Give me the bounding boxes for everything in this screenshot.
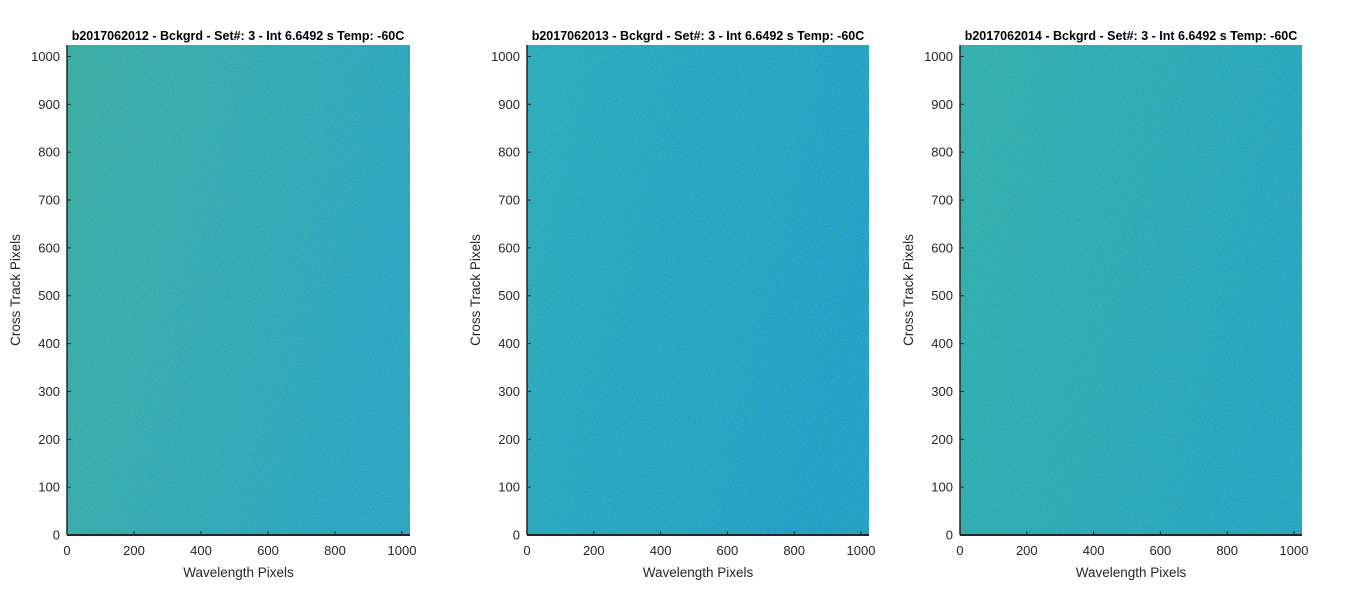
x-tick-label: 800 [1216,543,1238,558]
y-tick-label: 500 [498,288,520,303]
x-tick-label: 1000 [847,543,876,558]
x-tick-label: 800 [783,543,805,558]
y-tick-label: 700 [931,193,953,208]
heatmap-noise [527,45,869,535]
x-tick-label: 800 [324,543,346,558]
y-tick-label: 100 [498,480,520,495]
y-axis-label: Cross Track Pixels [8,234,23,346]
y-tick-label: 500 [38,288,60,303]
y-tick-label: 0 [946,528,953,543]
y-tick-label: 700 [498,193,520,208]
y-tick-label: 100 [931,480,953,495]
y-tick-label: 600 [498,240,520,255]
x-tick-label: 200 [583,543,605,558]
y-tick-label: 300 [931,384,953,399]
x-axis-label: Wavelength Pixels [643,565,754,580]
y-tick-label: 1000 [31,49,60,64]
x-tick-label: 1000 [388,543,417,558]
y-tick-label: 400 [931,336,953,351]
x-tick-label: 200 [123,543,145,558]
chart-title: b2017062014 - Bckgrd - Set#: 3 - Int 6.6… [965,29,1298,43]
y-tick-label: 1000 [491,49,520,64]
y-tick-label: 100 [38,480,60,495]
y-tick-label: 900 [38,97,60,112]
x-tick-label: 0 [63,543,70,558]
heatmap-panel-3: 0 200 400 600 800 1000 0 100 200 300 400 500 600 700 8… [901,29,1308,580]
y-tick-label: 300 [498,384,520,399]
x-tick-label: 400 [650,543,672,558]
y-tick-label: 600 [38,240,60,255]
y-tick-label: 200 [498,432,520,447]
y-tick-label: 900 [931,97,953,112]
y-tick-label: 0 [53,528,60,543]
x-tick-label: 0 [523,543,530,558]
heatmap-panel-2: 0 200 400 600 800 1000 0 100 200 300 400 500 600 700 8… [468,29,875,580]
y-tick-label: 300 [38,384,60,399]
x-tick-label: 600 [1150,543,1172,558]
y-axis-label: Cross Track Pixels [901,234,916,346]
y-tick-label: 400 [498,336,520,351]
x-axis-label: Wavelength Pixels [1076,565,1187,580]
x-tick-label: 400 [1083,543,1105,558]
y-tick-label: 200 [931,432,953,447]
y-tick-label: 500 [931,288,953,303]
heatmap-noise [67,45,410,535]
heatmap-panel-1: 0 200 400 600 800 1000 0 100 200 300 400 500 600 700 8… [8,29,416,580]
x-tick-label: 200 [1016,543,1038,558]
x-tick-label: 600 [257,543,279,558]
x-axis-label: Wavelength Pixels [183,565,294,580]
y-tick-label: 600 [931,240,953,255]
x-tick-label: 600 [717,543,739,558]
y-tick-label: 800 [38,145,60,160]
y-tick-label: 200 [38,432,60,447]
x-tick-label: 1000 [1280,543,1309,558]
y-axis-label: Cross Track Pixels [468,234,483,346]
y-tick-label: 400 [38,336,60,351]
x-tick-label: 400 [190,543,212,558]
y-tick-label: 800 [931,145,953,160]
heatmap-noise [960,45,1302,535]
chart-title: b2017062012 - Bckgrd - Set#: 3 - Int 6.6… [72,29,405,43]
chart-title: b2017062013 - Bckgrd - Set#: 3 - Int 6.6… [532,29,865,43]
y-tick-label: 900 [498,97,520,112]
x-tick-label: 0 [956,543,963,558]
y-tick-label: 0 [513,528,520,543]
y-tick-label: 1000 [924,49,953,64]
y-tick-label: 700 [38,193,60,208]
y-tick-label: 800 [498,145,520,160]
